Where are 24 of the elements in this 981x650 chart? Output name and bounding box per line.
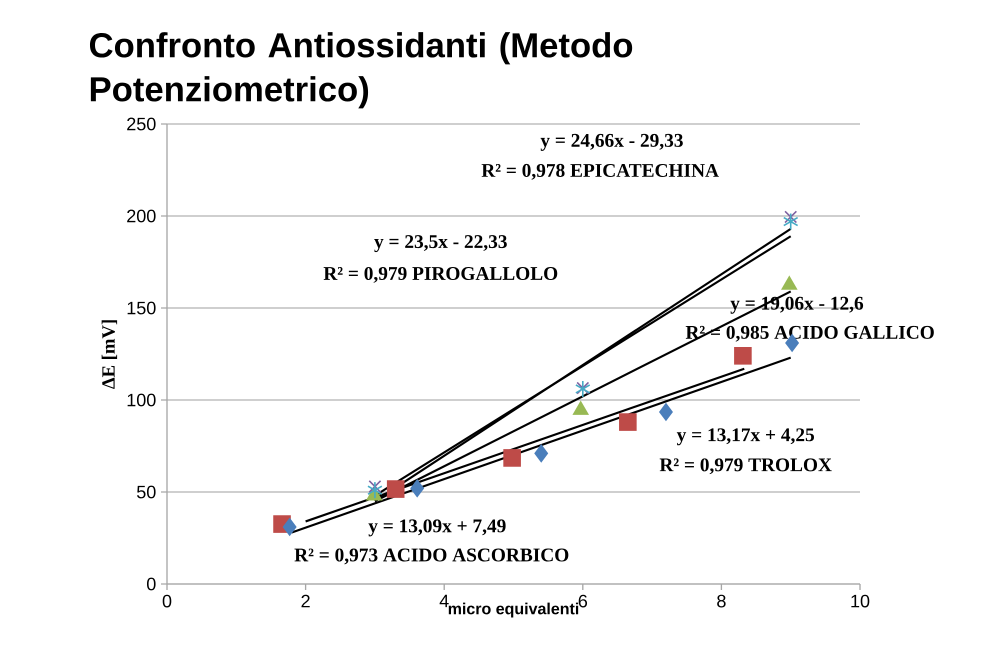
y-tick-label: 50 <box>136 486 156 498</box>
x-tick-label: 0 <box>162 594 172 608</box>
annotation: y = 23,5x - 22,33 <box>374 235 507 252</box>
annotation: R² = 0,979 PIROGALLOLO <box>324 266 558 283</box>
chart-title: Confronto Antiossidanti (Metodo Potenziometrico) <box>90 32 632 108</box>
x-tick-label: 8 <box>717 594 726 608</box>
y-tick-label: 250 <box>127 118 156 130</box>
x-tick-label: 6 <box>578 594 588 608</box>
y-tick-label: 100 <box>128 394 156 406</box>
annotation: y = 24,66x - 29,33 <box>540 134 683 151</box>
annotation: R² = 0,973 ACIDO ASCORBICO <box>294 548 568 564</box>
y-axis-title: ΔE [mV] <box>102 320 118 389</box>
annotation: y = 13,09x + 7,49 <box>368 519 506 536</box>
annotation: R² = 0,979 TROLOX <box>660 458 832 474</box>
x-axis-title: micro equivalenti <box>448 602 578 618</box>
x-tick-label: 2 <box>302 594 310 608</box>
x-tick-label: 10 <box>851 594 870 608</box>
annotation: y = 13,17x + 4,25 <box>676 428 814 446</box>
y-tick-label: 200 <box>127 210 156 222</box>
annotation: y = 19,06x - 12,6 <box>730 296 864 314</box>
y-tick-label: 0 <box>146 578 156 590</box>
annotation: R² = 0,978 EPICATECHINA <box>482 164 719 180</box>
y-tick-label: 150 <box>128 302 156 314</box>
x-tick-label: 4 <box>440 594 449 608</box>
